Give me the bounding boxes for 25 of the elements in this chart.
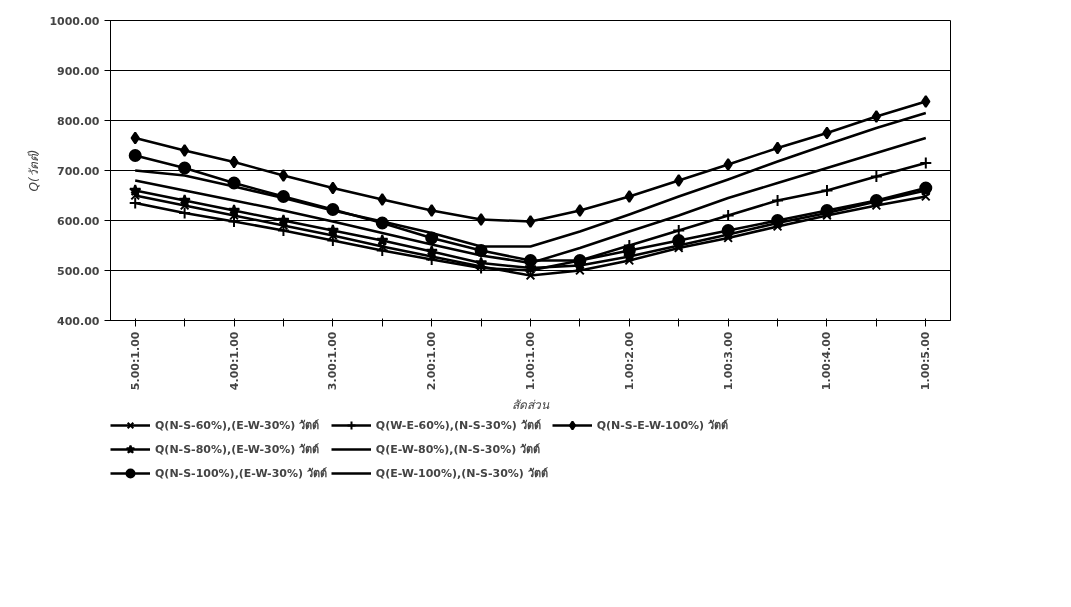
x-tick-label: 1.00:1.00 xyxy=(524,331,537,391)
legend-label: Q(N-S-80%),(E-W-30%) วัตต์ xyxy=(155,442,320,458)
legend-label: Q(W-E-60%),(N-S-30%) วัตต์ xyxy=(375,418,541,434)
y-tick-label: 1000.00 xyxy=(49,14,100,28)
legend-label: Q(N-S-E-W-100%) วัตต์ xyxy=(596,418,728,434)
y-tick-label: 600.00 xyxy=(57,214,100,228)
legend-label: Q(E-W-100%),(N-S-30%) วัตต์ xyxy=(375,466,548,482)
x-tick-label: 1.00:3.00 xyxy=(721,331,735,391)
legend-label: Q(N-S-60%),(E-W-30%) วัตต์ xyxy=(155,418,320,434)
y-tick-label: 400.00 xyxy=(57,314,100,328)
x-tick-label: 1.00:2.00 xyxy=(622,331,636,391)
x-tick-label: 1.00:5.00 xyxy=(919,331,933,391)
y-tick-label: 800.00 xyxy=(57,114,100,128)
x-axis-title: สัดส่วน xyxy=(512,398,550,413)
x-tick-label: 1.00:4.00 xyxy=(820,331,834,391)
y-axis-title: Q(วัตต์) xyxy=(27,149,42,192)
x-tick-label: 3.00:1.00 xyxy=(326,331,340,391)
x-tick-label: 4.00:1.00 xyxy=(227,331,241,391)
x-tick-label: 2.00:1.00 xyxy=(425,331,439,391)
y-tick-label: 700.00 xyxy=(57,164,100,178)
y-tick-label: 500.00 xyxy=(57,264,100,278)
y-tick-label: 900.00 xyxy=(57,64,100,78)
legend-label: Q(N-S-100%),(E-W-30%) วัตต์ xyxy=(155,466,327,482)
x-tick-label: 5.00:1.00 xyxy=(128,331,142,391)
legend-label: Q(E-W-80%),(N-S-30%) วัตต์ xyxy=(375,442,541,458)
